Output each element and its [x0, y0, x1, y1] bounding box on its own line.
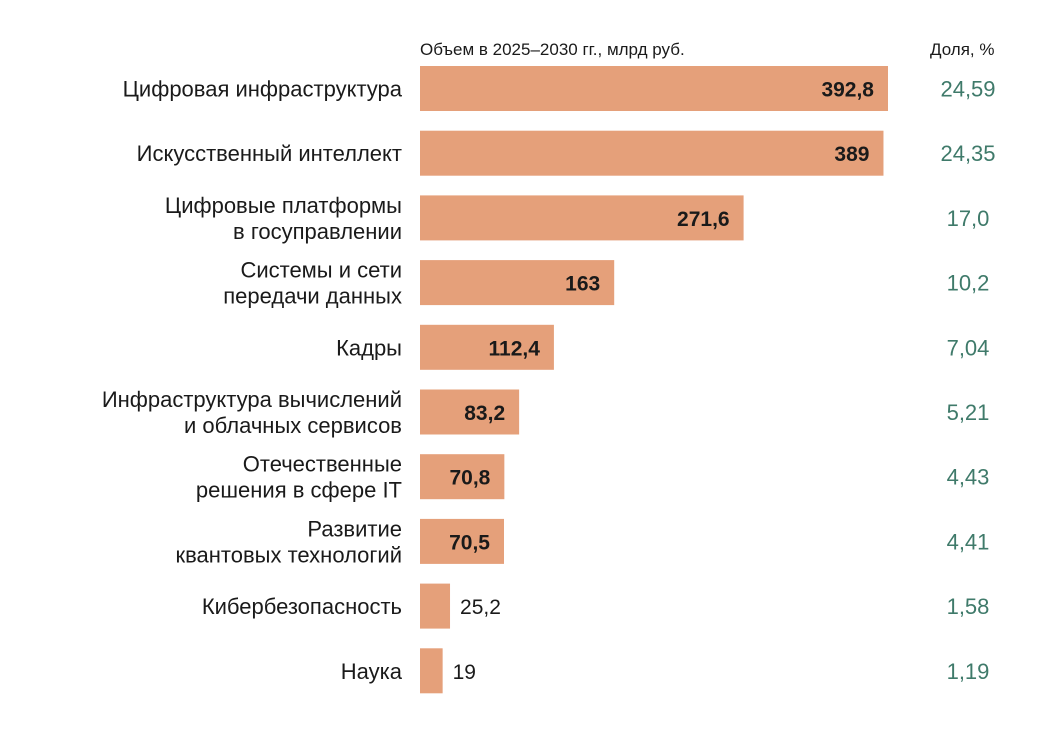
category-label-5-line-0: Инфраструктура вычислений [102, 387, 402, 412]
value-label-8: 25,2 [460, 596, 501, 619]
bar-6 [420, 454, 505, 500]
bar-8 [420, 583, 451, 629]
category-label-3-line-1: передачи данных [223, 284, 402, 309]
share-column-header: Доля, % [930, 40, 995, 59]
value-label-1: 389 [834, 143, 869, 166]
category-label-4: Кадры [336, 335, 402, 360]
category-label-6-line-1: решения в сфере IT [196, 478, 402, 503]
category-label-7-line-0: Развитие [307, 516, 402, 541]
bar-1 [420, 130, 884, 176]
category-label-7-line-1: квантовых технологий [175, 542, 402, 567]
share-label-9: 1,19 [947, 659, 990, 684]
category-label-0: Цифровая инфраструктура [123, 77, 403, 102]
value-column-header: Объем в 2025–2030 гг., млрд руб. [420, 40, 685, 59]
category-label-9: Наука [341, 659, 403, 684]
category-label-2-line-1: в госуправлении [233, 219, 402, 244]
share-label-7: 4,41 [947, 529, 990, 554]
bar-5 [420, 389, 520, 435]
value-label-7: 70,5 [449, 531, 490, 554]
bar-2 [420, 195, 744, 241]
value-label-3: 163 [565, 273, 600, 296]
share-label-6: 4,43 [947, 465, 990, 490]
category-label-5-line-1: и облачных сервисов [184, 413, 402, 438]
value-label-5: 83,2 [464, 402, 505, 425]
bar-3 [420, 260, 615, 306]
bar-7 [420, 518, 504, 564]
share-label-5: 5,21 [947, 400, 990, 425]
value-label-9: 19 [453, 661, 476, 684]
share-label-1: 24,35 [940, 141, 995, 166]
share-label-2: 17,0 [947, 206, 990, 231]
share-label-8: 1,58 [947, 594, 990, 619]
value-label-4: 112,4 [489, 337, 541, 360]
category-label-2-line-0: Цифровые платформы [165, 193, 402, 218]
value-label-2: 271,6 [677, 208, 730, 231]
share-label-4: 7,04 [947, 335, 990, 360]
category-label-3-line-0: Системы и сети [240, 258, 402, 283]
value-label-6: 70,8 [449, 467, 490, 490]
category-label-6-line-0: Отечественные [243, 452, 402, 477]
category-label-1: Искусственный интеллект [137, 141, 402, 166]
share-label-0: 24,59 [940, 77, 995, 102]
bar-4 [420, 324, 554, 370]
value-label-0: 392,8 [821, 79, 874, 102]
bar-0 [420, 66, 888, 111]
share-label-3: 10,2 [947, 271, 990, 296]
bar-9 [420, 648, 443, 694]
category-label-8: Кибербезопасность [202, 594, 402, 619]
